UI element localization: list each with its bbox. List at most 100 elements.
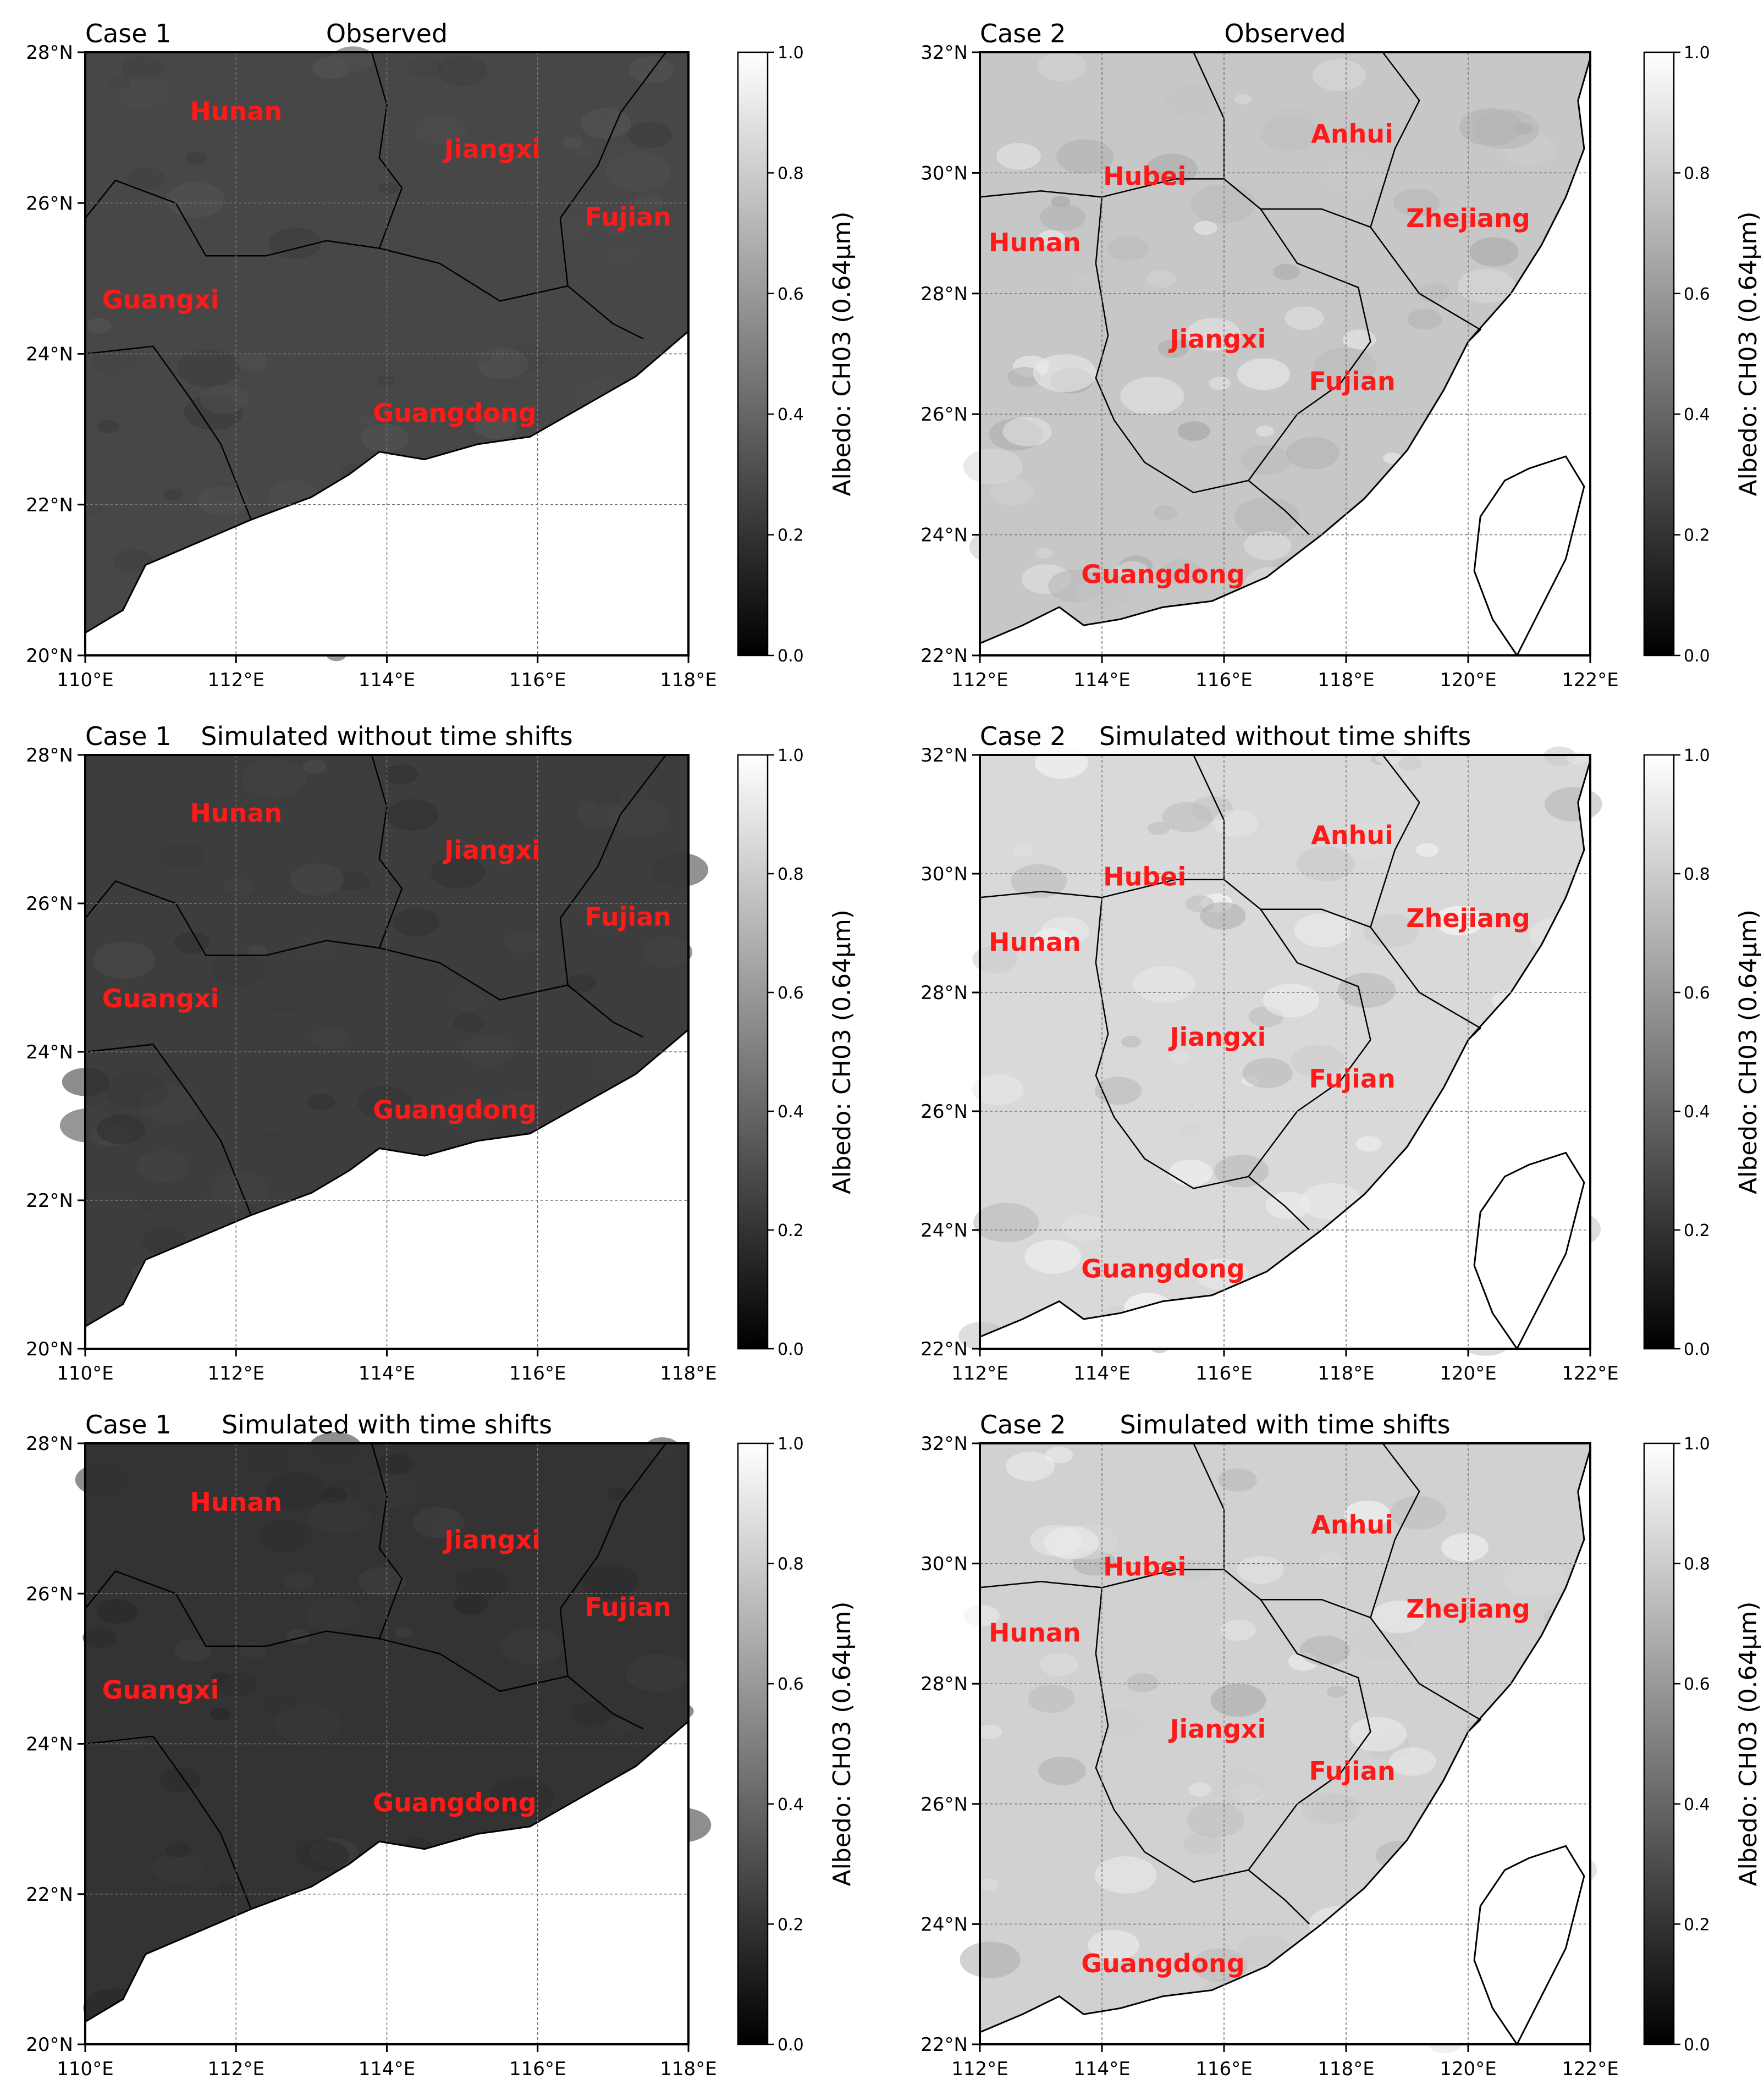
x-tick-label: 122°E [1562, 1363, 1618, 1385]
cloud-texture [393, 908, 440, 937]
y-tick-label: 32°N [920, 744, 968, 766]
colorbar-tick-label: 0.2 [1684, 526, 1710, 545]
cloud-texture [1441, 1533, 1489, 1562]
province-border [979, 1569, 1371, 1619]
cloud-texture [972, 1074, 1024, 1105]
region-label-fujian: Fujian [1309, 366, 1395, 396]
colorbar-tick-label: 0.4 [1684, 405, 1710, 424]
province-border [979, 178, 1371, 228]
colorbar-tick-label: 0.6 [778, 285, 804, 304]
cloud-texture [1415, 843, 1439, 857]
cloud-texture [1469, 237, 1519, 267]
cloud-texture [1337, 973, 1396, 1008]
y-tick-label: 24°N [26, 1734, 73, 1756]
cloud-texture [86, 505, 103, 516]
cloud-texture [1190, 184, 1256, 224]
x-tick-label: 116°E [509, 669, 566, 691]
cloud-texture [282, 1749, 344, 1786]
colorbar-tick-label: 0.6 [1684, 285, 1710, 304]
colorbar-tick-label: 0.8 [778, 164, 804, 183]
cloud-texture [1255, 426, 1274, 437]
x-tick-label: 118°E [660, 2058, 716, 2080]
case-title: Case 2 [980, 19, 1066, 48]
y-tick-label: 28°N [920, 283, 968, 305]
cloud-texture [1094, 1856, 1157, 1894]
cloud-texture [1007, 367, 1041, 388]
cloud-texture [1107, 236, 1149, 261]
cloud-texture [1313, 1794, 1361, 1823]
province-border [559, 1443, 666, 1676]
cloud-texture [1209, 377, 1231, 390]
colorbar-2: 0.0 0.2 0.4 0.6 0.8 1.0 Albedo: CH03 (0.64μm) [1643, 43, 1762, 666]
province-border [1370, 754, 1420, 928]
y-tick-label: 26°N [26, 1583, 73, 1605]
case-title: Case 1 [85, 1410, 171, 1439]
sea-area [980, 760, 1590, 1349]
colorbar-tick-label: 0.8 [1684, 865, 1710, 884]
x-tick-label: 114°E [1073, 2058, 1130, 2080]
cloud-texture [198, 485, 249, 516]
y-tick-label: 24°N [26, 1041, 73, 1063]
colorbar-5: 0.0 0.2 0.4 0.6 0.8 1.0 Albedo: CH03 (0.64μm) [737, 1435, 856, 2055]
cloud-texture [499, 1628, 563, 1665]
region-label-zhejiang: Zhejiang [1406, 203, 1530, 233]
x-tick-label: 114°E [359, 669, 415, 691]
y-tick-label: 20°N [26, 1338, 73, 1360]
map-panel-3: 110°E 112°E 114°E 116°E 118°E 20°N 22°N 24°N 26°… [26, 721, 716, 1385]
coastline [979, 1449, 1591, 2033]
cloud-texture [245, 1447, 292, 1475]
cloud-texture [247, 945, 267, 957]
y-tick-label: 30°N [920, 162, 968, 184]
province-border [371, 754, 403, 948]
region-label-jiangxi: Jiangxi [443, 835, 541, 865]
cloud-texture [1164, 84, 1221, 118]
y-tick-label: 22°N [26, 494, 73, 516]
colorbar-tick-label: 0.0 [778, 647, 804, 666]
cloud-texture [75, 1464, 129, 1496]
region-label-anhui: Anhui [1311, 119, 1393, 149]
cloud-texture [979, 1878, 999, 1891]
cloud-texture [394, 1627, 412, 1638]
cloud-texture [163, 488, 183, 501]
cloud-texture [1028, 1684, 1076, 1713]
region-label-guangdong: Guangdong [1081, 1949, 1244, 1978]
x-tick-label: 112°E [951, 1363, 1008, 1385]
cloud-texture [443, 333, 497, 366]
province-border [1370, 1443, 1420, 1618]
x-tick-label: 116°E [1195, 2058, 1252, 2080]
cloud-texture [263, 984, 312, 1013]
cloud-texture [578, 896, 637, 931]
colorbar-label: Albedo: CH03 (0.64μm) [1734, 1602, 1762, 1887]
cloud-texture [1398, 757, 1421, 771]
cloud-texture [136, 1183, 193, 1217]
x-tick-label: 120°E [1440, 1363, 1496, 1385]
colorbar-gradient [1643, 51, 1675, 657]
y-tick-label: 26°N [920, 404, 968, 426]
cloud-texture [969, 529, 1028, 565]
cloud-texture [963, 449, 1023, 484]
region-label-jiangxi: Jiangxi [1168, 1022, 1266, 1052]
cloud-texture [1342, 329, 1376, 350]
colorbar-tick-label: 1.0 [1684, 1435, 1710, 1454]
cloud-texture [1502, 1559, 1568, 1598]
cloud-texture [307, 1094, 336, 1111]
cloud-texture [296, 1839, 349, 1872]
cloud-texture [605, 152, 671, 192]
x-tick-label: 116°E [509, 1363, 566, 1385]
panel-title: Simulated without time shifts [201, 721, 572, 751]
colorbar-tick-label: 0.4 [1684, 1102, 1710, 1122]
region-label-fujian: Fujian [1309, 1756, 1395, 1786]
x-tick-label: 112°E [208, 2058, 264, 2080]
colorbar-tick-label: 0.6 [778, 984, 804, 1003]
colorbar-tick-label: 0.2 [1684, 1221, 1710, 1240]
cloud-texture [1567, 752, 1588, 765]
y-tick-label: 22°N [920, 1338, 968, 1360]
cloud-texture [262, 1130, 284, 1144]
x-tick-label: 110°E [57, 2058, 113, 2080]
x-tick-label: 114°E [359, 1363, 415, 1385]
region-label-fujian: Fujian [1309, 1064, 1395, 1094]
province-border [85, 880, 644, 1038]
cloud-texture [1326, 158, 1385, 194]
cloud-texture [960, 1941, 1021, 1978]
